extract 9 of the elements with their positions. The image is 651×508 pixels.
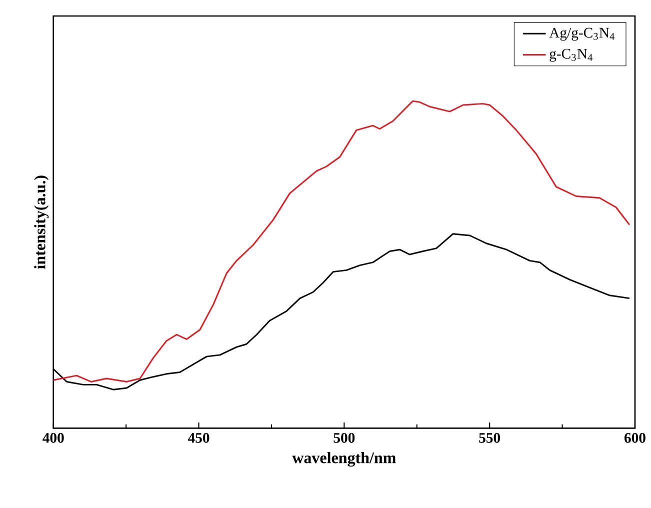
x-tick-label: 400 xyxy=(42,432,64,443)
x-tick-label: 450 xyxy=(188,432,210,443)
x-tick-label: 600 xyxy=(624,432,646,443)
x-axis-title: wavelength/nm xyxy=(292,452,396,466)
legend-label: Ag/g-C$_{3}$N$_{4}$ xyxy=(549,28,614,41)
x-tick-label: 550 xyxy=(479,432,500,443)
y-axis-title: intensity(a.u.) xyxy=(34,176,49,269)
x-tick-label: 500 xyxy=(334,432,355,443)
legend-label: g-C$_{3}$N$_{4}$ xyxy=(550,48,592,62)
